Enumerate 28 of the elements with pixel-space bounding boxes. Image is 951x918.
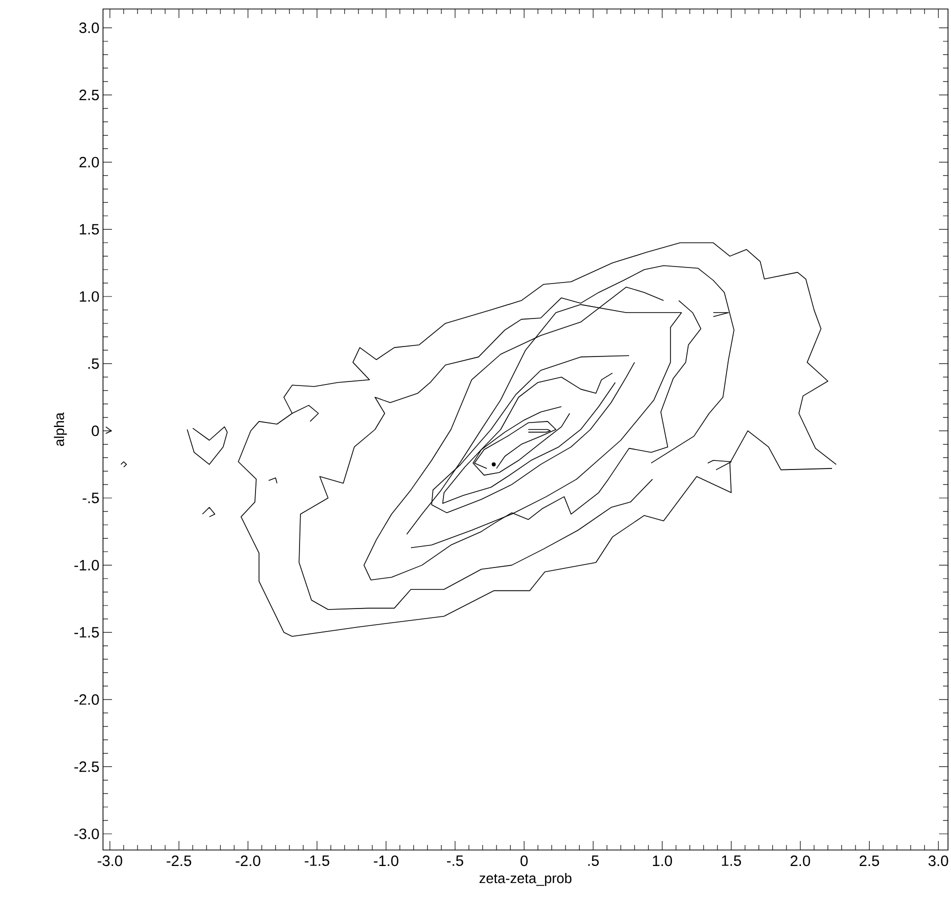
y-tick-label: 3.0 xyxy=(79,22,99,34)
x-tick-label: -1.5 xyxy=(304,856,330,866)
x-tick-label: -2.5 xyxy=(166,856,192,866)
y-tick-label: -2.5 xyxy=(74,761,99,772)
x-tick-label: 2.5 xyxy=(860,856,880,866)
y-tick-label: 0 xyxy=(92,426,99,436)
y-axis-title: alpha xyxy=(54,412,67,446)
x-tick-label: 3.0 xyxy=(928,856,948,866)
x-tick-label: 1.0 xyxy=(652,856,672,866)
y-tick-label: -3.0 xyxy=(74,828,99,840)
x-tick-label: 2.0 xyxy=(790,856,810,866)
x-tick-label: 1.5 xyxy=(722,856,741,866)
x-tick-label: -2.0 xyxy=(236,856,260,866)
x-tick-label: -3.0 xyxy=(98,856,122,866)
y-tick-label: -2.0 xyxy=(74,694,99,705)
y-tick-label: -1.5 xyxy=(74,627,99,638)
y-tick-label: -.5 xyxy=(82,492,99,504)
x-axis-title: zeta-zeta_prob xyxy=(480,872,572,886)
y-tick-label: 1.5 xyxy=(80,224,99,235)
y-tick-label: 2.5 xyxy=(79,90,99,100)
x-tick-label: .5 xyxy=(588,856,599,866)
x-tick-label: 0 xyxy=(520,856,528,866)
x-tick-label: -1.0 xyxy=(374,856,398,866)
x-tick-label: -.5 xyxy=(447,856,464,866)
y-tick-label: .5 xyxy=(88,358,99,369)
y-tick-label: -1.0 xyxy=(74,560,99,570)
y-tick-label: 2.0 xyxy=(79,156,99,168)
y-tick-label: 1.0 xyxy=(80,291,99,302)
